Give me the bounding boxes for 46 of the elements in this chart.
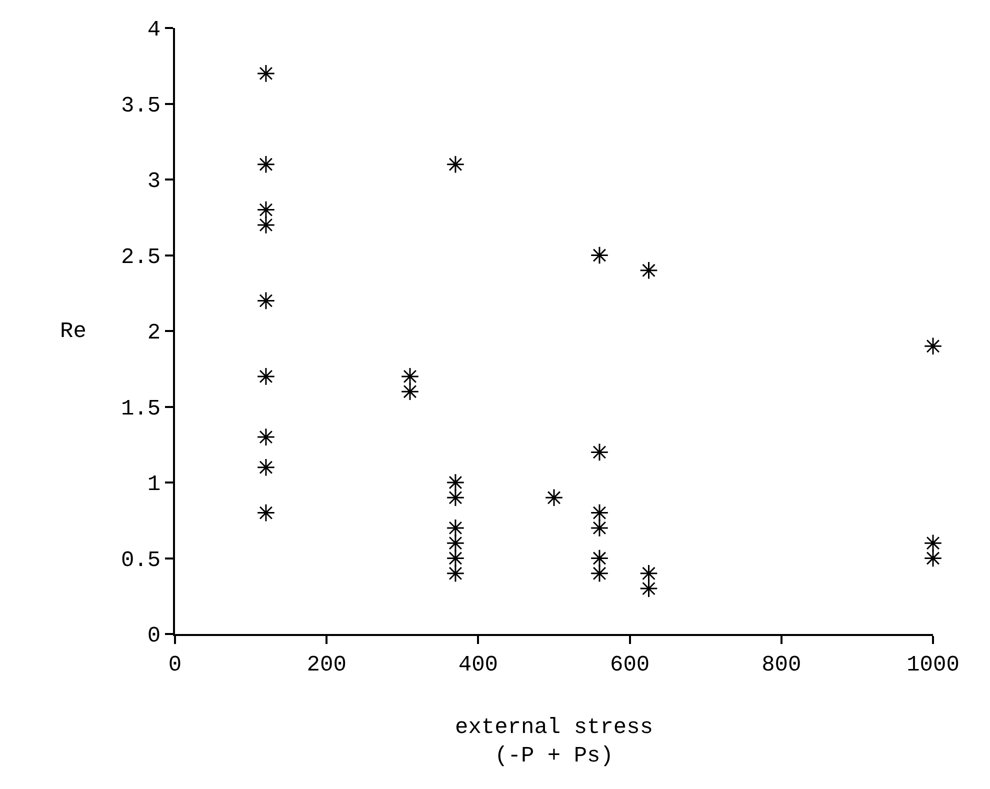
point <box>590 549 609 568</box>
point <box>446 564 465 583</box>
point <box>590 564 609 583</box>
point <box>256 292 276 310</box>
point <box>446 518 465 538</box>
point <box>256 367 276 386</box>
point <box>446 534 465 552</box>
y-tick-label: 4 <box>147 18 161 43</box>
y-axis-title: Re <box>60 319 86 344</box>
point <box>446 488 465 507</box>
x-tick-label: 0 <box>168 652 182 678</box>
y-tick-label: 0.5 <box>120 548 161 573</box>
point <box>256 200 276 219</box>
y-tick-label: 3 <box>147 169 161 194</box>
x-tick-label: 800 <box>762 652 802 678</box>
y-tick-label: 2.5 <box>120 244 161 270</box>
point <box>924 549 942 568</box>
y-tick-label: 0 <box>147 624 161 649</box>
point <box>256 216 276 234</box>
point <box>446 155 465 174</box>
y-tick-label: 1 <box>147 472 161 498</box>
point <box>400 367 420 386</box>
point <box>590 504 609 522</box>
point <box>590 443 609 462</box>
point <box>400 382 420 401</box>
point <box>446 549 465 568</box>
point <box>256 428 276 446</box>
x-tick-label: 600 <box>610 652 650 678</box>
point <box>924 337 942 356</box>
x-tick-label: 1000 <box>906 652 960 678</box>
y-tick-label: 1.5 <box>120 396 161 422</box>
point <box>256 155 276 174</box>
x-tick-label: 200 <box>306 652 346 678</box>
point <box>256 504 276 522</box>
x-tick-label: 400 <box>458 652 498 678</box>
point <box>590 246 609 264</box>
point <box>256 64 276 83</box>
y-tick-label: 2 <box>147 320 161 346</box>
point <box>446 473 465 492</box>
point <box>590 518 609 538</box>
point <box>924 534 942 552</box>
point <box>256 458 276 476</box>
x-axis-title: external stress (-P + Ps) <box>455 715 654 769</box>
point <box>640 261 658 280</box>
y-tick-label: 3.5 <box>120 93 161 118</box>
point <box>544 488 564 507</box>
